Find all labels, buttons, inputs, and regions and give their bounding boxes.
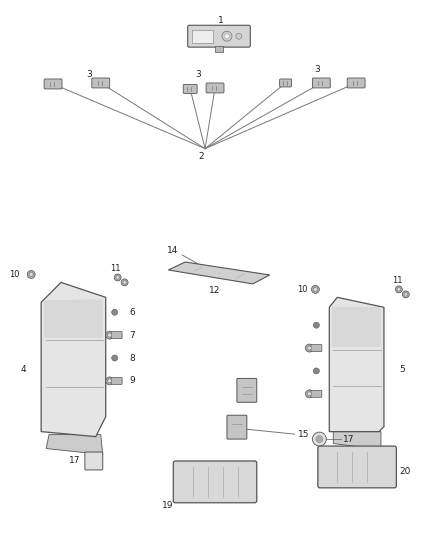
Text: 6: 6 — [130, 308, 135, 317]
Text: 3: 3 — [314, 64, 320, 74]
Circle shape — [114, 274, 121, 281]
FancyBboxPatch shape — [111, 332, 122, 338]
FancyBboxPatch shape — [318, 446, 396, 488]
Text: 6: 6 — [328, 321, 334, 330]
Circle shape — [396, 286, 403, 293]
Text: 14: 14 — [166, 246, 178, 255]
FancyBboxPatch shape — [227, 415, 247, 439]
FancyBboxPatch shape — [173, 461, 257, 503]
Circle shape — [236, 33, 242, 39]
Circle shape — [112, 355, 118, 361]
Circle shape — [404, 293, 407, 296]
Circle shape — [224, 34, 230, 39]
Text: 9: 9 — [328, 389, 334, 398]
Polygon shape — [332, 308, 381, 346]
Text: 5: 5 — [399, 365, 405, 374]
Polygon shape — [46, 434, 103, 455]
Circle shape — [314, 287, 318, 292]
FancyBboxPatch shape — [92, 78, 110, 88]
Circle shape — [106, 377, 114, 385]
Polygon shape — [168, 262, 270, 284]
Circle shape — [403, 291, 409, 298]
Text: 10: 10 — [9, 270, 19, 279]
FancyBboxPatch shape — [311, 345, 322, 352]
Text: 7: 7 — [328, 344, 334, 352]
Text: 11: 11 — [392, 276, 402, 285]
Text: 17: 17 — [69, 456, 81, 465]
FancyBboxPatch shape — [85, 452, 103, 470]
Polygon shape — [44, 300, 103, 337]
Text: 9: 9 — [130, 376, 135, 385]
Circle shape — [123, 281, 126, 284]
FancyBboxPatch shape — [206, 83, 224, 93]
Circle shape — [314, 368, 319, 374]
FancyBboxPatch shape — [279, 79, 292, 87]
Text: 19: 19 — [162, 501, 173, 510]
Text: 15: 15 — [297, 430, 309, 439]
FancyBboxPatch shape — [237, 378, 257, 402]
Text: 12: 12 — [209, 286, 221, 295]
Text: 1: 1 — [218, 17, 224, 25]
Circle shape — [312, 432, 326, 446]
FancyBboxPatch shape — [44, 79, 62, 89]
FancyBboxPatch shape — [111, 377, 122, 384]
Text: 7: 7 — [130, 330, 135, 340]
Circle shape — [112, 309, 118, 315]
Circle shape — [108, 333, 112, 337]
Circle shape — [397, 288, 401, 291]
Circle shape — [222, 31, 232, 41]
Circle shape — [116, 276, 120, 279]
Text: 11: 11 — [110, 264, 121, 273]
FancyBboxPatch shape — [188, 25, 250, 47]
Text: 8: 8 — [328, 367, 334, 375]
Circle shape — [316, 435, 323, 442]
Circle shape — [29, 272, 33, 277]
Circle shape — [305, 390, 314, 398]
Polygon shape — [41, 282, 106, 437]
Text: 20: 20 — [399, 467, 411, 477]
Text: 10: 10 — [297, 285, 307, 294]
FancyBboxPatch shape — [183, 84, 197, 93]
Circle shape — [106, 331, 114, 339]
Circle shape — [121, 279, 128, 286]
FancyBboxPatch shape — [311, 390, 322, 397]
Text: 17: 17 — [343, 434, 355, 443]
Bar — [215, 46, 223, 52]
Text: 3: 3 — [86, 69, 92, 78]
Text: 2: 2 — [198, 152, 204, 161]
Circle shape — [305, 344, 314, 352]
Text: 8: 8 — [130, 353, 135, 362]
Circle shape — [108, 379, 112, 383]
FancyBboxPatch shape — [312, 78, 330, 88]
Polygon shape — [329, 297, 384, 432]
FancyBboxPatch shape — [347, 78, 365, 88]
Circle shape — [307, 392, 311, 396]
Bar — [192, 30, 213, 43]
Circle shape — [27, 270, 35, 278]
Text: 4: 4 — [21, 365, 26, 374]
Text: 3: 3 — [195, 69, 201, 78]
Circle shape — [307, 346, 311, 350]
Circle shape — [311, 285, 319, 293]
Polygon shape — [333, 432, 381, 449]
Circle shape — [314, 322, 319, 328]
